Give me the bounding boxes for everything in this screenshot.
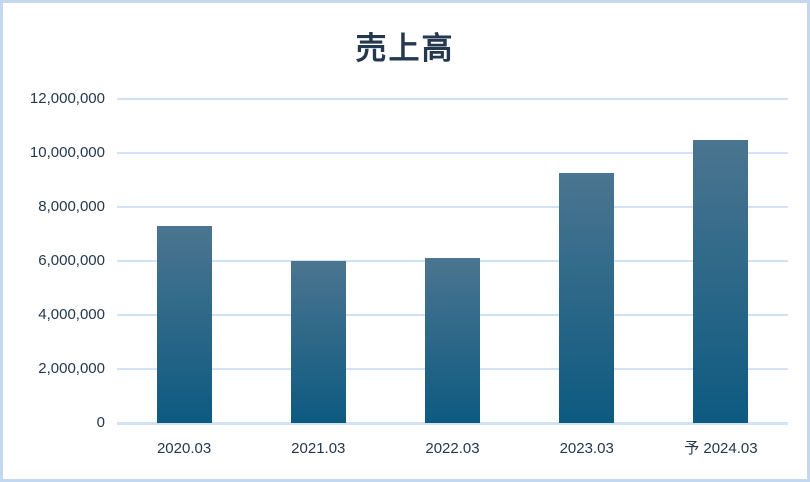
- y-tick-label: 0: [96, 414, 105, 431]
- y-tick-label: 8,000,000: [38, 198, 105, 215]
- gridline: [117, 206, 788, 208]
- x-tick-label: 予 2024.03: [684, 440, 758, 457]
- x-tick-label: 2021.03: [291, 440, 346, 457]
- y-tick-label: 6,000,000: [38, 252, 105, 269]
- chart-title: 売上高: [355, 31, 455, 66]
- y-tick-label: 12,000,000: [29, 90, 105, 107]
- x-tick-label: 2020.03: [156, 440, 212, 457]
- y-tick-label: 4,000,000: [38, 306, 105, 323]
- bar: [425, 258, 480, 423]
- y-tick-label: 2,000,000: [38, 360, 105, 377]
- bar: [559, 173, 615, 423]
- y-tick-label: 10,000,000: [29, 144, 105, 161]
- bar: [290, 261, 346, 423]
- gridline: [117, 98, 788, 100]
- x-tick-label: 2022.03: [425, 440, 480, 457]
- x-tick-label: 2023.03: [559, 440, 614, 457]
- gridline: [117, 152, 788, 154]
- bar: [156, 225, 212, 423]
- bar: [693, 139, 749, 423]
- x-axis-line: [117, 422, 788, 425]
